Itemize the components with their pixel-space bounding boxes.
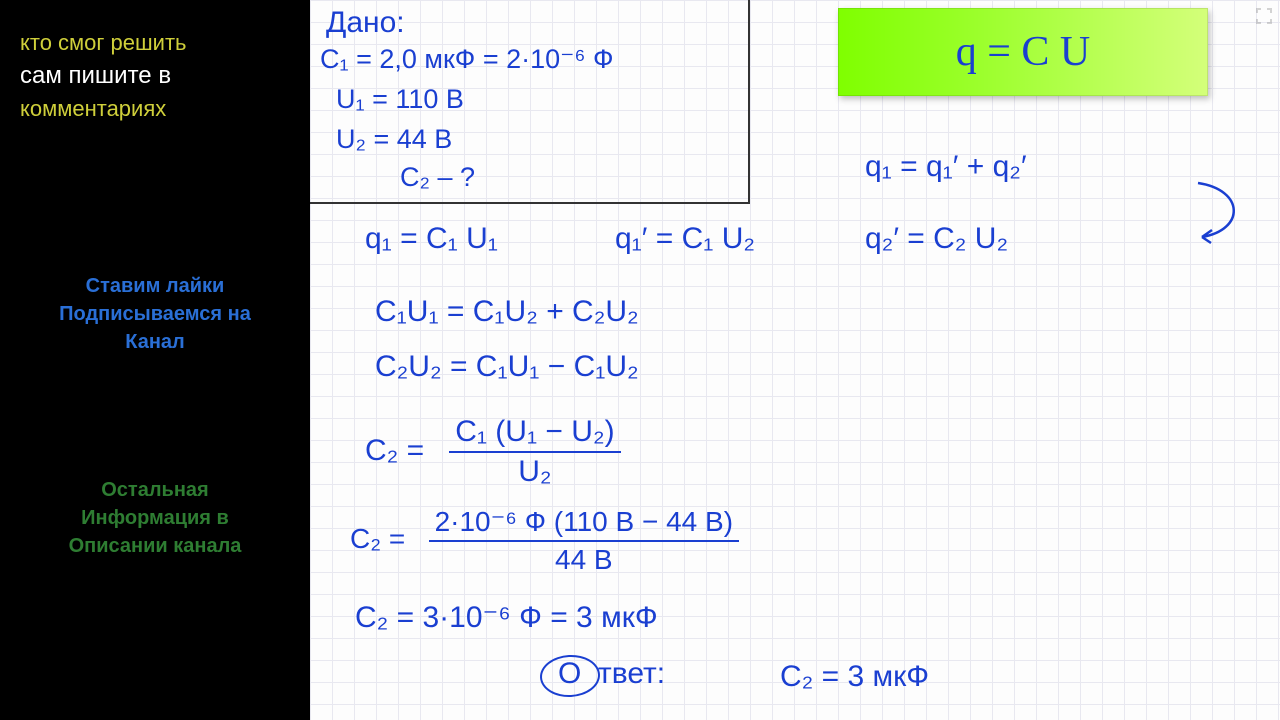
fraction: C₁ (U₁ − U₂) U₂ — [449, 415, 620, 489]
eq-c2-symbolic: C₂ = C₁ (U₁ − U₂) U₂ — [365, 415, 621, 489]
given-line-u2: U₂ = 44 В — [336, 124, 452, 155]
eq-result: C₂ = 3·10⁻⁶ Ф = 3 мкФ — [355, 600, 658, 635]
formula-highlight: q = C U — [838, 8, 1208, 96]
sidebar-line: сам пишите в — [20, 62, 290, 90]
answer-label-O: О — [558, 657, 581, 691]
eq-c2-label: C₂ = — [350, 523, 405, 554]
eq-c2-label: C₂ = — [365, 434, 424, 467]
given-line-u1: U₁ = 110 В — [336, 84, 464, 115]
sidebar-line: Остальная — [20, 476, 290, 504]
given-line-c1: C₁ = 2,0 мкФ = 2·10⁻⁶ Ф — [320, 44, 614, 75]
fraction-num: C₁ (U₁ − U₂) — [449, 415, 620, 453]
given-title: Дано: — [326, 6, 405, 40]
eq-q1-prime: q₁′ = C₁ U₂ — [615, 222, 755, 256]
sidebar-text-info: Остальная Информация в Описании канала — [20, 476, 290, 560]
paper-area: Дано: C₁ = 2,0 мкФ = 2·10⁻⁶ Ф U₁ = 110 В… — [310, 0, 1280, 720]
eq-q2-prime: q₂′ = C₂ U₂ — [865, 222, 1008, 256]
sidebar-line: Подписываемся на — [20, 300, 290, 328]
sidebar-text-solve: кто смог решить сам пишите в комментария… — [20, 30, 290, 122]
arrow-icon — [1190, 175, 1250, 245]
fraction-den: 44 В — [429, 542, 739, 576]
fraction: 2·10⁻⁶ Ф (110 В − 44 В) 44 В — [429, 505, 739, 576]
fraction-den: U₂ — [449, 453, 620, 489]
sidebar-line: кто смог решить — [20, 30, 290, 56]
sidebar-line: комментариях — [20, 96, 290, 122]
eq-c2-numeric: C₂ = 2·10⁻⁶ Ф (110 В − 44 В) 44 В — [350, 505, 739, 576]
eq-line2: C₂U₂ = C₁U₁ − C₁U₂ — [375, 350, 639, 384]
fraction-num: 2·10⁻⁶ Ф (110 В − 44 В) — [429, 505, 739, 542]
sidebar: кто смог решить сам пишите в комментария… — [0, 0, 310, 720]
answer-value: C₂ = 3 мкФ — [780, 660, 929, 694]
given-line-find: C₂ – ? — [400, 162, 475, 193]
eq-q1: q₁ = C₁ U₁ — [365, 222, 498, 256]
fullscreen-icon[interactable] — [1254, 6, 1274, 26]
eq-line1: C₁U₁ = C₁U₂ + C₂U₂ — [375, 295, 639, 329]
answer-label-rest: твет: — [598, 657, 665, 691]
sidebar-text-likes: Ставим лайки Подписываемся на Канал — [20, 272, 290, 356]
sidebar-line: Описании канала — [20, 532, 290, 560]
sidebar-line: Канал — [20, 328, 290, 356]
eq-conservation: q₁ = q₁′ + q₂′ — [865, 150, 1027, 184]
sidebar-line: Информация в — [20, 504, 290, 532]
formula-text: q = C U — [956, 28, 1091, 76]
sidebar-line: Ставим лайки — [20, 272, 290, 300]
